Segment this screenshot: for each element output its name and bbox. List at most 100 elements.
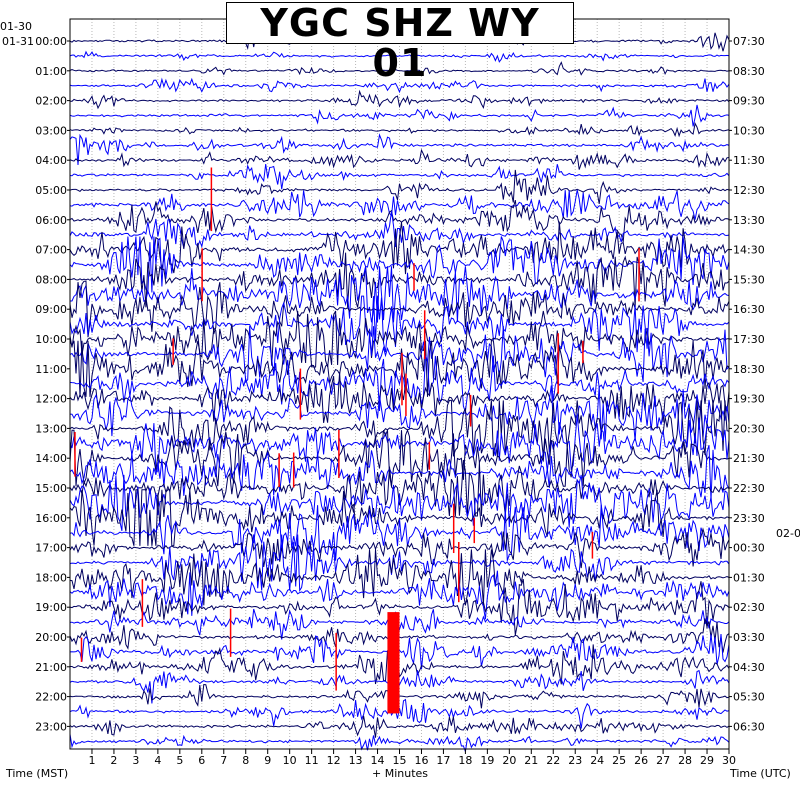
left-date-label: 01-31	[2, 35, 34, 48]
left-date-label: 01-30	[0, 20, 32, 33]
right-hour-label: 10:30	[733, 124, 765, 137]
left-hour-label: 05:00	[35, 184, 67, 197]
x-tick-label: 30	[722, 754, 736, 767]
x-tick-label: 3	[132, 754, 139, 767]
seismic-trace	[69, 211, 730, 249]
seismic-trace	[69, 61, 730, 76]
left-hour-label: 15:00	[35, 482, 67, 495]
left-hour-label: 16:00	[35, 512, 67, 525]
seismic-trace	[69, 252, 730, 308]
chart-title-box: YGC SHZ WY 01	[226, 2, 574, 83]
left-hour-label: 01:00	[35, 65, 67, 78]
left-hour-label: 03:00	[35, 124, 67, 137]
left-hour-label: 08:00	[35, 273, 67, 286]
x-tick-label: 6	[198, 754, 205, 767]
seismic-trace	[69, 310, 730, 368]
right-hour-label: 05:30	[733, 691, 765, 704]
seismic-trace	[69, 399, 730, 457]
x-tick-label: 8	[242, 754, 249, 767]
x-tick-label: 27	[656, 754, 670, 767]
right-hour-label: 02:30	[733, 601, 765, 614]
seismic-trace	[69, 133, 730, 166]
x-tick-label: 1	[88, 754, 95, 767]
right-hour-label: 00:30	[733, 542, 765, 555]
left-hour-label: 04:00	[35, 154, 67, 167]
left-hour-label: 20:00	[35, 631, 67, 644]
seismic-trace	[69, 148, 730, 170]
right-hour-label: 11:30	[733, 154, 765, 167]
right-hour-label: 03:30	[733, 631, 765, 644]
seismic-trace	[69, 50, 730, 63]
seismic-trace	[69, 104, 730, 127]
seismic-trace	[69, 489, 730, 547]
x-tick-label: 20	[502, 754, 516, 767]
left-hour-label: 02:00	[35, 95, 67, 108]
right-hour-label: 19:30	[733, 393, 765, 406]
left-hour-label: 19:00	[35, 601, 67, 614]
right-hour-label: 23:30	[733, 512, 765, 525]
x-axis-label: + Minutes	[372, 767, 428, 780]
right-hour-label: 09:30	[733, 95, 765, 108]
left-hour-label: 22:00	[35, 691, 67, 704]
left-hour-label: 14:00	[35, 452, 67, 465]
seismic-trace	[69, 340, 730, 397]
right-date-label: 02-0	[776, 527, 800, 540]
right-hour-label: 17:30	[733, 333, 765, 346]
left-hour-label: 21:00	[35, 661, 67, 674]
x-tick-label: 22	[546, 754, 560, 767]
seismic-trace	[69, 169, 730, 204]
x-tick-label: 2	[110, 754, 117, 767]
seismic-trace	[69, 534, 730, 593]
x-tick-label: 26	[634, 754, 648, 767]
left-axis-label: Time (MST)	[5, 767, 68, 780]
seismic-trace	[69, 189, 730, 220]
seismic-trace	[69, 459, 730, 517]
x-tick-label: 25	[612, 754, 626, 767]
seismic-trace	[69, 89, 730, 110]
x-tick-label: 24	[590, 754, 604, 767]
x-tick-label: 23	[568, 754, 582, 767]
seismic-trace	[70, 266, 730, 323]
x-tick-label: 18	[458, 754, 472, 767]
seismic-trace	[69, 715, 730, 738]
seismic-trace	[69, 570, 730, 620]
x-tick-label: 15	[393, 754, 407, 767]
left-hour-label: 12:00	[35, 393, 67, 406]
right-hour-label: 16:30	[733, 303, 765, 316]
x-tick-label: 7	[220, 754, 227, 767]
x-tick-label: 11	[305, 754, 319, 767]
right-axis-label: Time (UTC)	[729, 767, 791, 780]
right-hour-label: 12:30	[733, 184, 765, 197]
x-tick-label: 10	[283, 754, 297, 767]
right-hour-label: 07:30	[733, 35, 765, 48]
x-tick-label: 21	[524, 754, 538, 767]
x-tick-label: 16	[414, 754, 428, 767]
left-hour-label: 00:00	[35, 35, 67, 48]
right-hour-label: 14:30	[733, 244, 765, 257]
right-hour-label: 20:30	[733, 422, 765, 435]
x-tick-label: 5	[176, 754, 183, 767]
seismic-trace	[69, 444, 730, 501]
right-hour-label: 15:30	[733, 273, 765, 286]
x-tick-label: 12	[327, 754, 341, 767]
seismic-trace	[69, 280, 730, 338]
seismic-trace	[69, 527, 730, 569]
x-tick-label: 28	[678, 754, 692, 767]
left-hour-label: 07:00	[35, 244, 67, 257]
right-hour-label: 04:30	[733, 661, 765, 674]
left-hour-label: 18:00	[35, 571, 67, 584]
seismic-trace	[69, 295, 730, 353]
x-tick-label: 29	[700, 754, 714, 767]
seismic-trace	[69, 579, 730, 636]
x-tick-label: 4	[154, 754, 161, 767]
right-hour-label: 13:30	[733, 214, 765, 227]
x-tick-label: 13	[349, 754, 363, 767]
seismic-trace	[69, 355, 730, 412]
right-hour-label: 06:30	[733, 720, 765, 733]
seismic-trace	[69, 325, 730, 384]
left-hour-label: 17:00	[35, 542, 67, 555]
seismic-trace	[69, 163, 730, 190]
right-hour-label: 22:30	[733, 482, 765, 495]
chart-title: YGC SHZ WY 01	[260, 1, 540, 85]
